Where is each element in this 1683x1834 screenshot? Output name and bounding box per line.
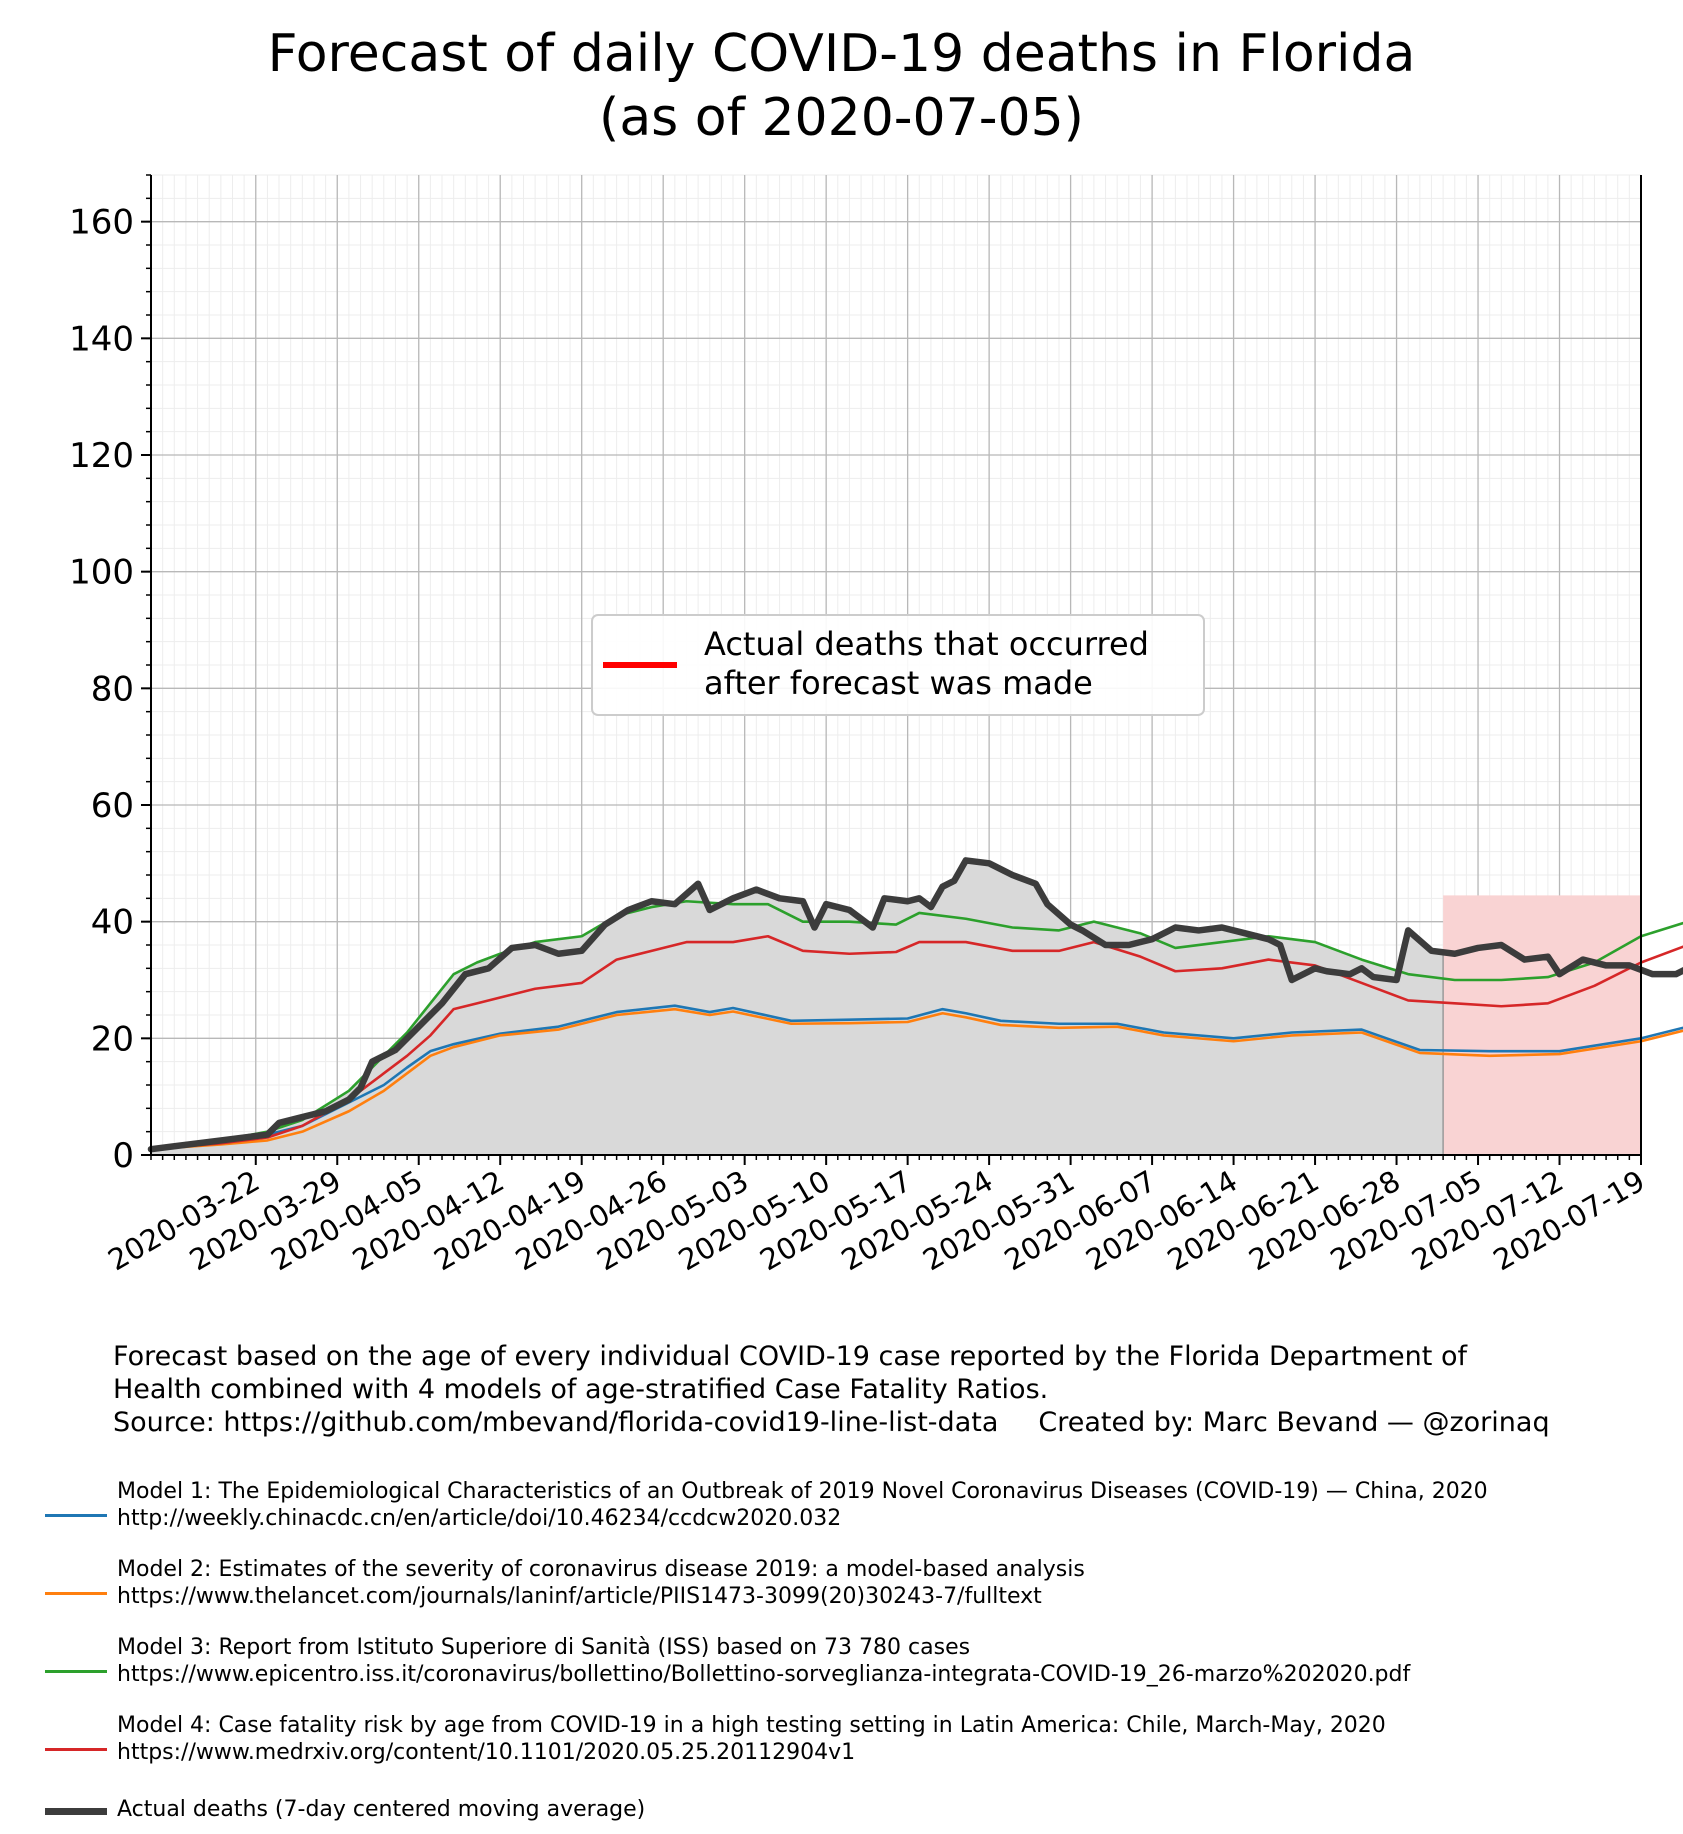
series-line-model1 (149, 1004, 1683, 1151)
legend-label-model2: Model 2: Estimates of the severity of co… (117, 1557, 1085, 1582)
series-line-actual (147, 857, 1683, 1153)
legend-label-actual: Actual deaths (7-day centered moving ave… (117, 1797, 646, 1822)
legend-label-model4: Model 4: Case fatality risk by age from … (117, 1713, 1386, 1738)
legend-url-model3: https://www.epicentro.iss.it/coronavirus… (117, 1662, 1411, 1687)
inset-legend-label-line1: Actual deaths that occurred (704, 625, 1149, 663)
y-tick-label: 80 (91, 669, 134, 709)
footnote: Forecast based on the age of every indiv… (113, 1340, 1550, 1439)
historical-area-fill (151, 860, 1444, 1155)
chart-title: Forecast of daily COVID-19 deaths in Flo… (0, 22, 1683, 150)
y-tick-label: 120 (69, 436, 134, 476)
legend-label-model3: Model 3: Report from Istituto Superiore … (117, 1635, 971, 1660)
series-lines (147, 857, 1683, 1153)
footnote-source: Source: https://github.com/mbevand/flori… (113, 1407, 999, 1438)
y-tick-label: 20 (91, 1019, 134, 1059)
series-line-model4 (149, 934, 1683, 1151)
series-line-model2 (149, 1007, 1683, 1151)
legend-swatch-model4 (45, 1748, 107, 1751)
y-tick-label: 40 (91, 903, 134, 943)
chart-title-line1: Forecast of daily COVID-19 deaths in Flo… (267, 24, 1416, 84)
footnote-line2: Health combined with 4 models of age-str… (113, 1374, 1049, 1405)
legend-url-model4: https://www.medrxiv.org/content/10.1101/… (117, 1740, 856, 1765)
legend-swatch-model2 (45, 1592, 107, 1595)
y-tick-label: 0 (112, 1136, 134, 1176)
legend-url-model1: http://weekly.chinacdc.cn/en/article/doi… (117, 1506, 842, 1531)
chart-area: 0204060801001201401602020-03-222020-03-2… (69, 174, 1683, 1277)
legend-swatch-actual (45, 1808, 107, 1815)
footnote-line1: Forecast based on the age of every indiv… (113, 1341, 1467, 1372)
inset-legend-label-line2: after forecast was made (704, 664, 1093, 702)
after-forecast-area-fill (1443, 895, 1641, 1155)
legend-swatch-model3 (45, 1670, 107, 1673)
legend-url-model2: https://www.thelancet.com/journals/lanin… (117, 1584, 1042, 1609)
y-tick-label: 140 (69, 319, 134, 359)
legend-label-model1: Model 1: The Epidemiological Characteris… (117, 1479, 1488, 1504)
series-line-model3 (149, 899, 1683, 1151)
y-tick-label: 100 (69, 553, 134, 593)
footnote-source-line: Source: https://github.com/mbevand/flori… (113, 1406, 1550, 1439)
footnote-credit: Created by: Marc Bevand — @zorinaq (1038, 1407, 1550, 1438)
y-tick-label: 160 (69, 203, 134, 243)
area-fills (151, 860, 1641, 1155)
y-tick-label: 60 (91, 786, 134, 826)
inset-legend: Actual deaths that occurred after foreca… (591, 614, 1205, 716)
chart-title-line2: (as of 2020-07-05) (599, 88, 1084, 148)
legend-swatch-model1 (45, 1514, 107, 1517)
inset-legend-box (591, 614, 1205, 716)
